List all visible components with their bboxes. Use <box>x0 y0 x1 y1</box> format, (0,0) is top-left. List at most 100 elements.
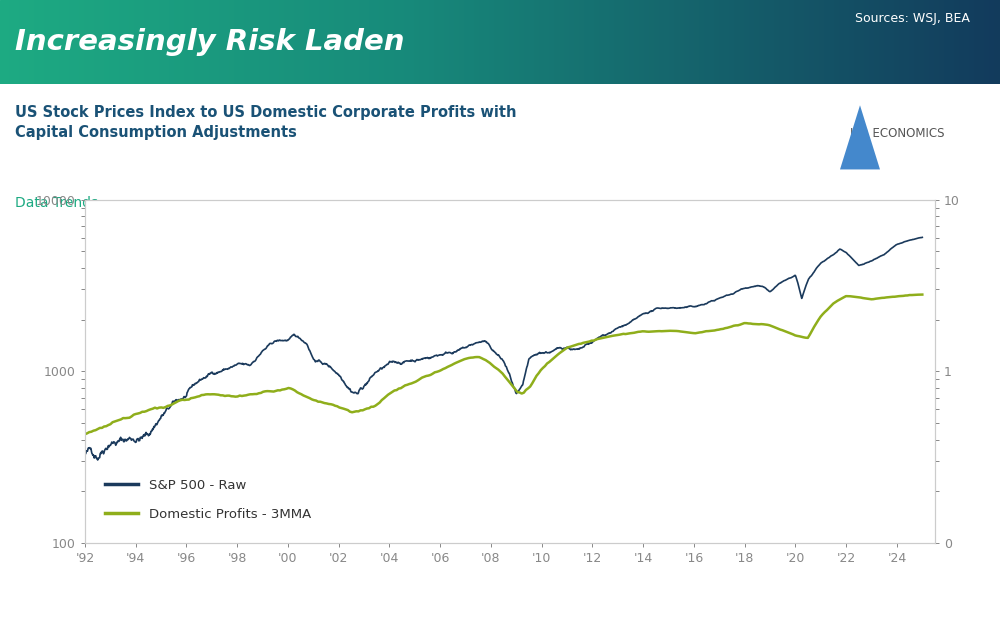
Bar <box>725 0 731 84</box>
Bar <box>210 0 216 84</box>
Bar <box>470 0 476 84</box>
Bar <box>155 0 161 84</box>
Bar <box>765 0 771 84</box>
Text: Increasingly Risk Laden: Increasingly Risk Laden <box>15 28 404 56</box>
Bar <box>75 0 81 84</box>
Bar <box>930 0 936 84</box>
Bar <box>980 0 986 84</box>
Bar <box>70 0 76 84</box>
Bar <box>685 0 691 84</box>
Bar <box>720 0 726 84</box>
Bar <box>95 0 101 84</box>
Bar <box>915 0 921 84</box>
Bar <box>115 0 121 84</box>
Bar <box>275 0 281 84</box>
Bar <box>420 0 426 84</box>
Bar <box>135 0 141 84</box>
Bar <box>590 0 596 84</box>
Bar <box>445 0 451 84</box>
Bar <box>455 0 461 84</box>
Bar <box>655 0 661 84</box>
Bar <box>865 0 871 84</box>
Bar <box>525 0 531 84</box>
Bar <box>160 0 166 84</box>
Bar <box>465 0 471 84</box>
Bar <box>25 0 31 84</box>
Bar <box>965 0 971 84</box>
Bar <box>485 0 491 84</box>
Bar <box>600 0 606 84</box>
Bar <box>845 0 851 84</box>
Bar <box>315 0 321 84</box>
Bar <box>960 0 966 84</box>
Bar <box>230 0 236 84</box>
Bar <box>610 0 616 84</box>
Bar <box>345 0 351 84</box>
Bar <box>645 0 651 84</box>
Bar <box>185 0 191 84</box>
Bar <box>335 0 341 84</box>
Bar <box>860 0 866 84</box>
Bar <box>705 0 711 84</box>
Bar <box>650 0 656 84</box>
Bar <box>575 0 581 84</box>
Bar <box>835 0 841 84</box>
Bar <box>280 0 286 84</box>
Bar <box>825 0 831 84</box>
Bar <box>840 0 846 84</box>
Bar <box>165 0 171 84</box>
Bar <box>15 0 21 84</box>
Bar <box>110 0 116 84</box>
Text: ITR ECONOMICS: ITR ECONOMICS <box>850 127 944 140</box>
Bar <box>770 0 776 84</box>
Bar <box>5 0 11 84</box>
Bar <box>920 0 926 84</box>
Bar <box>695 0 701 84</box>
Bar <box>755 0 761 84</box>
Bar <box>880 0 886 84</box>
Bar <box>975 0 981 84</box>
Bar <box>875 0 881 84</box>
Bar <box>430 0 436 84</box>
Bar <box>890 0 896 84</box>
Bar <box>390 0 396 84</box>
Bar <box>545 0 551 84</box>
Bar <box>450 0 456 84</box>
Bar <box>905 0 911 84</box>
Bar <box>50 0 56 84</box>
Bar <box>730 0 736 84</box>
Text: US Stock Prices Index to US Domestic Corporate Profits with
Capital Consumption : US Stock Prices Index to US Domestic Cor… <box>15 105 516 140</box>
Bar <box>100 0 106 84</box>
Bar <box>805 0 811 84</box>
Bar <box>870 0 876 84</box>
Bar <box>400 0 406 84</box>
Bar <box>810 0 816 84</box>
Text: Data Trends: Data Trends <box>15 196 98 210</box>
Bar <box>85 0 91 84</box>
Bar <box>935 0 941 84</box>
Bar <box>735 0 741 84</box>
Bar <box>300 0 306 84</box>
Bar <box>325 0 331 84</box>
Bar <box>585 0 591 84</box>
Bar <box>105 0 111 84</box>
Bar <box>615 0 621 84</box>
Bar <box>145 0 151 84</box>
Bar <box>215 0 221 84</box>
Bar <box>285 0 291 84</box>
Bar <box>270 0 276 84</box>
Bar <box>35 0 41 84</box>
Text: Profits: Profits <box>883 228 935 241</box>
Bar <box>250 0 256 84</box>
Bar <box>395 0 401 84</box>
Bar <box>365 0 371 84</box>
Bar <box>995 0 1000 84</box>
Bar <box>295 0 301 84</box>
Bar <box>530 0 536 84</box>
Bar <box>900 0 906 84</box>
Bar <box>120 0 126 84</box>
Bar <box>475 0 481 84</box>
Bar <box>0 0 6 84</box>
Bar <box>850 0 856 84</box>
Bar <box>940 0 946 84</box>
